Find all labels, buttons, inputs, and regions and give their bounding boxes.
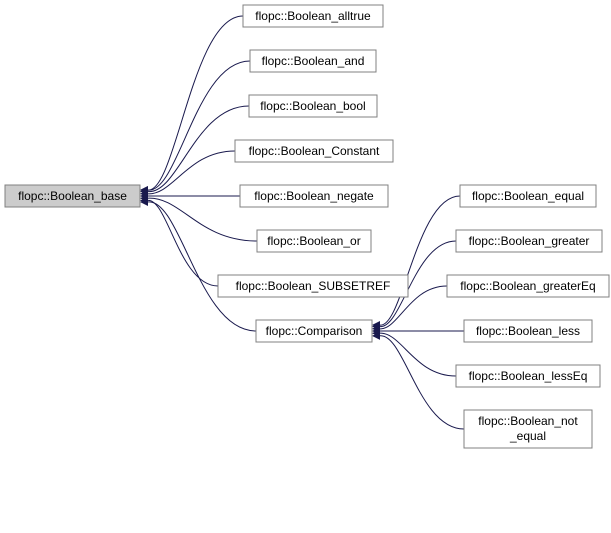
node-lessEq: flopc::Boolean_lessEq: [456, 365, 600, 387]
node-comparison: flopc::Comparison: [256, 320, 372, 342]
node-label: flopc::Boolean_Constant: [249, 144, 380, 158]
node-label: flopc::Boolean_and: [262, 54, 365, 68]
node-label: flopc::Boolean_or: [267, 234, 360, 248]
node-label: flopc::Boolean_less: [476, 324, 580, 338]
node-not_equal_a: flopc::Boolean_not_equal: [464, 410, 592, 448]
node-label: _equal: [509, 429, 546, 443]
inheritance-diagram: flopc::Boolean_base flopc::Boolean_alltru…: [0, 0, 611, 533]
node-greater: flopc::Boolean_greater: [456, 230, 602, 252]
node-label: flopc::Boolean_negate: [254, 189, 374, 203]
node-bool: flopc::Boolean_bool: [249, 95, 377, 117]
node-constant: flopc::Boolean_Constant: [235, 140, 393, 162]
node-label: flopc::Boolean_equal: [472, 189, 584, 203]
node-label: flopc::Boolean_alltrue: [255, 9, 371, 23]
node-alltrue: flopc::Boolean_alltrue: [243, 5, 383, 27]
node-less: flopc::Boolean_less: [464, 320, 592, 342]
node-label: flopc::Boolean_not: [478, 414, 578, 428]
node-label: flopc::Boolean_greaterEq: [460, 279, 595, 293]
node-base: flopc::Boolean_base: [5, 185, 140, 207]
node-equal: flopc::Boolean_equal: [460, 185, 596, 207]
node-greaterEq: flopc::Boolean_greaterEq: [447, 275, 609, 297]
node-subsetref: flopc::Boolean_SUBSETREF: [218, 275, 408, 297]
node-and: flopc::Boolean_and: [250, 50, 376, 72]
node-label: flopc::Boolean_SUBSETREF: [236, 279, 391, 293]
node-label: flopc::Boolean_base: [18, 189, 127, 203]
node-negate: flopc::Boolean_negate: [240, 185, 388, 207]
node-or: flopc::Boolean_or: [257, 230, 371, 252]
node-label: flopc::Boolean_bool: [260, 99, 365, 113]
node-label: flopc::Boolean_lessEq: [469, 369, 588, 383]
node-label: flopc::Comparison: [266, 324, 363, 338]
node-label: flopc::Boolean_greater: [469, 234, 590, 248]
